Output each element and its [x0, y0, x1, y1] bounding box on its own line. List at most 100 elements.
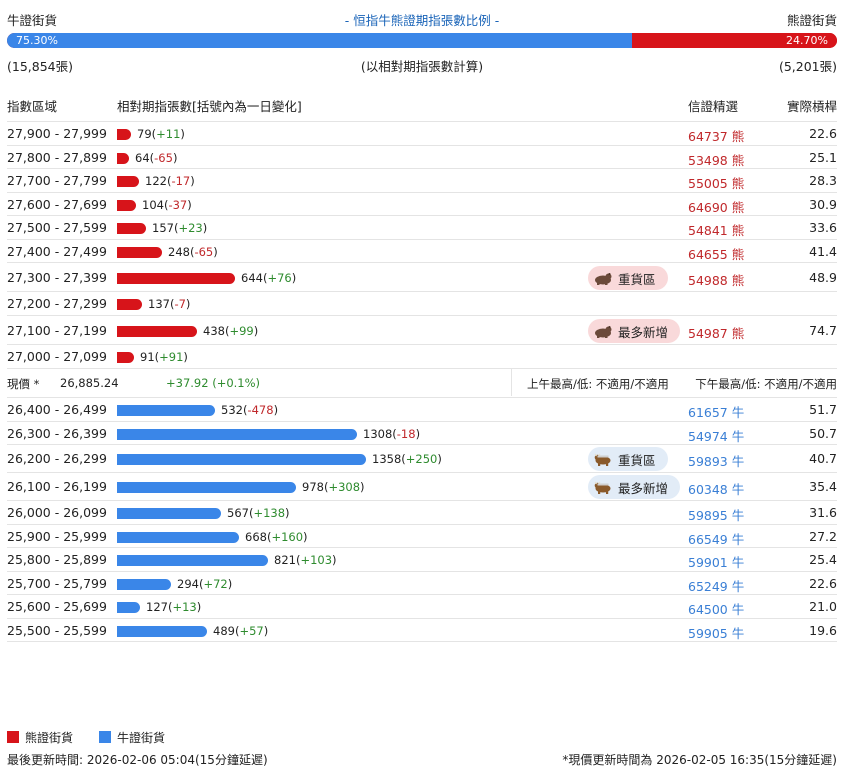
bull-legend-label: 牛證街貨: [117, 730, 166, 745]
bear-range-row: 27,000 - 27,099 91(+91): [7, 344, 837, 368]
range-label: 26,100 - 26,199: [7, 479, 107, 494]
leverage-value: 25.1: [809, 150, 837, 165]
range-label: 27,700 - 27,799: [7, 173, 107, 188]
current-price-label: 現價 *: [7, 377, 40, 391]
issuer-link[interactable]: 64655 熊: [688, 247, 745, 262]
count-value: 64: [135, 151, 150, 165]
bear-icon: [594, 324, 612, 338]
bear-count-bar: [117, 200, 136, 211]
count-change: +11: [156, 127, 181, 141]
count-label: 644(+76): [241, 271, 297, 285]
bear-legend-label: 熊證街貨: [25, 730, 74, 745]
issuer-link[interactable]: 60348 牛: [688, 482, 745, 497]
bull-range-row: 26,400 - 26,499 532(-478) 61657 牛 51.7: [7, 397, 837, 421]
issuer-link[interactable]: 61657 牛: [688, 405, 745, 420]
count-value: 644: [241, 271, 263, 285]
bear-range-row: 27,600 - 27,699 104(-37) 64690 熊 30.9: [7, 192, 837, 216]
issuer-link[interactable]: 64690 熊: [688, 200, 745, 215]
range-label: 25,900 - 25,999: [7, 529, 107, 544]
range-label: 27,100 - 27,199: [7, 323, 107, 338]
bear-ratio-percent: 24.70%: [786, 34, 828, 47]
bear-count-bar: [117, 352, 134, 363]
column-header-count: 相對期指張數[括號內為一日變化]: [117, 99, 302, 114]
count-value: 438: [203, 324, 225, 338]
range-label: 26,200 - 26,299: [7, 451, 107, 466]
issuer-link[interactable]: 66549 牛: [688, 532, 745, 547]
issuer-link[interactable]: 65249 牛: [688, 579, 745, 594]
count-change: +138: [253, 506, 286, 520]
issuer-link[interactable]: 54987 熊: [688, 326, 745, 341]
bull-range-row: 26,100 - 26,199 978(+308) 最多新增 60348 牛 35.4: [7, 472, 837, 500]
price-update-time: *現價更新時間為 2026-02-05 16:35(15分鐘延遲): [562, 753, 837, 767]
bear-range-row: 27,700 - 27,799 122(-17) 55005 熊 28.3: [7, 168, 837, 192]
bull-range-row: 25,700 - 25,799 294(+72) 65249 牛 22.6: [7, 571, 837, 595]
count-change: +99: [229, 324, 254, 338]
count-value: 489: [213, 624, 235, 638]
leverage-value: 74.7: [809, 323, 837, 338]
last-update-time: 最後更新時間: 2026-02-06 05:04(15分鐘延遲): [7, 753, 268, 767]
bear-count-bar: [117, 223, 146, 234]
bull-range-row: 25,600 - 25,699 127(+13) 64500 牛 21.0: [7, 594, 837, 618]
issuer-link[interactable]: 53498 熊: [688, 153, 745, 168]
count-change: +103: [300, 553, 333, 567]
count-label: 91(+91): [140, 350, 188, 364]
bull-count-bar: [117, 454, 366, 465]
issuer-link[interactable]: 59901 牛: [688, 555, 745, 570]
issuer-link[interactable]: 54974 牛: [688, 429, 745, 444]
count-value: 79: [137, 127, 152, 141]
tag-label: 最多新增: [618, 480, 669, 496]
count-change: -65: [154, 151, 173, 165]
count-change: -37: [168, 198, 188, 212]
count-value: 294: [177, 577, 199, 591]
bull-highlight-tag: 最多新增: [588, 475, 681, 499]
tag-label: 重貨區: [618, 271, 656, 287]
count-value: 91: [140, 350, 155, 364]
bull-count-bar: [117, 555, 268, 566]
bull-count-bar: [117, 429, 357, 440]
bear-range-row: 27,800 - 27,899 64(-65) 53498 熊 25.1: [7, 145, 837, 169]
range-label: 25,600 - 25,699: [7, 599, 107, 614]
ratio-counts: (15,854張) (以相對期指張數計算) (5,201張): [7, 56, 837, 74]
bull-count-bar: [117, 508, 221, 519]
count-label: 248(-65): [168, 245, 218, 259]
count-label: 157(+23): [152, 221, 208, 235]
ratio-header: 牛證街貨 - 恒指牛熊證期指張數比例 - 熊證街貨: [7, 10, 837, 28]
count-label: 127(+13): [146, 600, 202, 614]
issuer-link[interactable]: 59905 牛: [688, 626, 745, 641]
range-label: 27,200 - 27,299: [7, 296, 107, 311]
range-label: 26,300 - 26,399: [7, 426, 107, 441]
issuer-link[interactable]: 54841 熊: [688, 223, 745, 238]
issuer-link[interactable]: 64737 熊: [688, 129, 745, 144]
count-change: +23: [178, 221, 203, 235]
issuer-link[interactable]: 59893 牛: [688, 454, 745, 469]
count-value: 248: [168, 245, 190, 259]
bull-ratio-percent: 75.30%: [16, 34, 58, 47]
bear-range-row: 27,900 - 27,999 79(+11) 64737 熊 22.6: [7, 121, 837, 145]
issuer-link[interactable]: 59895 牛: [688, 508, 745, 523]
count-label: 79(+11): [137, 127, 185, 141]
bear-count-bar: [117, 129, 131, 140]
bear-highlight-tag: 最多新增: [588, 319, 681, 343]
bull-range-row: 25,900 - 25,999 668(+160) 66549 牛 27.2: [7, 524, 837, 548]
count-label: 532(-478): [221, 403, 279, 417]
count-value: 567: [227, 506, 249, 520]
bull-range-row: 26,200 - 26,299 1358(+250) 重貨區 59893 牛 40.7: [7, 444, 837, 472]
count-label: 1308(-18): [363, 427, 421, 441]
count-change: +57: [239, 624, 264, 638]
issuer-link[interactable]: 55005 熊: [688, 176, 745, 191]
issuer-link[interactable]: 64500 牛: [688, 602, 745, 617]
bear-highlight-tag: 重貨區: [588, 266, 668, 290]
bear-ratio-segment: 24.70%: [631, 33, 837, 48]
bear-range-row: 27,300 - 27,399 644(+76) 重貨區 54988 熊 48.9: [7, 262, 837, 291]
count-label: 438(+99): [203, 324, 259, 338]
column-header-range: 指數區域: [7, 99, 58, 114]
count-value: 668: [245, 530, 267, 544]
range-label: 27,900 - 27,999: [7, 126, 107, 141]
count-value: 137: [148, 297, 170, 311]
count-label: 978(+308): [302, 480, 365, 494]
count-label: 64(-65): [135, 151, 178, 165]
bull-range-row: 25,500 - 25,599 489(+57) 59905 牛 19.6: [7, 618, 837, 642]
issuer-link[interactable]: 54988 熊: [688, 273, 745, 288]
bull-range-row: 26,000 - 26,099 567(+138) 59895 牛 31.6: [7, 500, 837, 524]
count-label: 489(+57): [213, 624, 269, 638]
